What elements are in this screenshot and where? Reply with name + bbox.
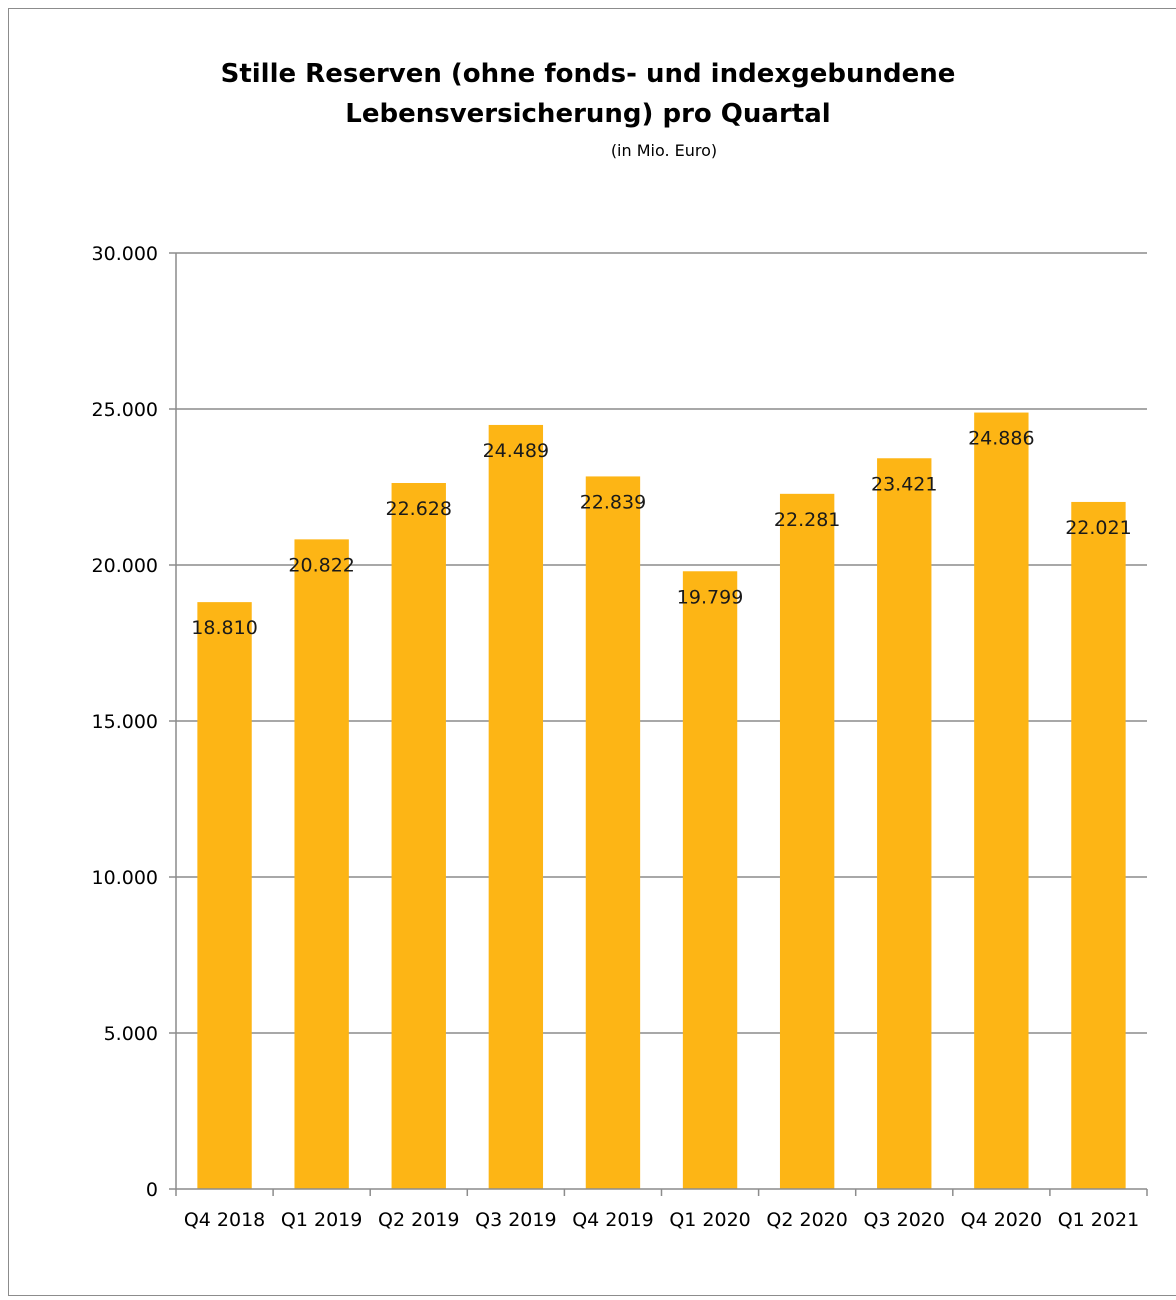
y-tick-label: 15.000: [92, 711, 158, 733]
y-tick-label: 30.000: [92, 243, 158, 265]
bar: [974, 412, 1029, 1190]
chart-title-line-2: Lebensversicherung) pro Quartal: [345, 99, 831, 129]
x-tick-label: Q1 2021: [1058, 1209, 1139, 1231]
chart-title-line-1: Stille Reserven (ohne fonds- und indexge…: [220, 59, 956, 89]
data-label: 22.281: [774, 509, 840, 531]
y-tick-label: 5.000: [104, 1023, 158, 1045]
y-tick-label: 10.000: [92, 867, 158, 889]
data-label: 23.421: [871, 473, 937, 495]
x-tick-label: Q4 2019: [572, 1209, 653, 1231]
bar: [585, 476, 641, 1189]
y-tick-label: 25.000: [92, 399, 158, 421]
bar: [294, 539, 349, 1189]
y-tick-label: 0: [146, 1179, 158, 1201]
bar: [877, 458, 932, 1190]
x-tick-label: Q2 2020: [766, 1209, 847, 1231]
bar: [391, 483, 446, 1189]
data-label: 24.886: [968, 428, 1034, 450]
bar: [488, 424, 544, 1189]
chart-subtitle: (in Mio. Euro): [610, 141, 718, 160]
x-tick-label: Q3 2019: [475, 1209, 556, 1231]
x-tick-label: Q1 2019: [281, 1209, 362, 1231]
data-label: 22.021: [1065, 517, 1131, 539]
data-label: 24.489: [483, 440, 549, 462]
y-tick-label: 20.000: [92, 555, 158, 577]
x-tick-label: Q1 2020: [669, 1209, 750, 1231]
data-label: 18.810: [191, 617, 257, 639]
bar: [1071, 501, 1126, 1189]
data-label: 22.628: [386, 498, 452, 520]
bar: [197, 602, 252, 1189]
x-tick-label: Q4 2018: [184, 1209, 265, 1231]
chart-title: Stille Reserven (ohne fonds- und indexge…: [0, 54, 1176, 134]
data-label: 19.799: [677, 586, 743, 608]
data-label: 22.839: [580, 491, 646, 513]
data-label: 20.822: [288, 554, 354, 576]
x-tick-label: Q4 2020: [961, 1209, 1042, 1231]
chart-frame: [8, 8, 1176, 1296]
x-tick-label: Q3 2020: [864, 1209, 945, 1231]
x-tick-label: Q2 2019: [378, 1209, 459, 1231]
bar: [682, 571, 738, 1189]
bar: [779, 493, 835, 1190]
